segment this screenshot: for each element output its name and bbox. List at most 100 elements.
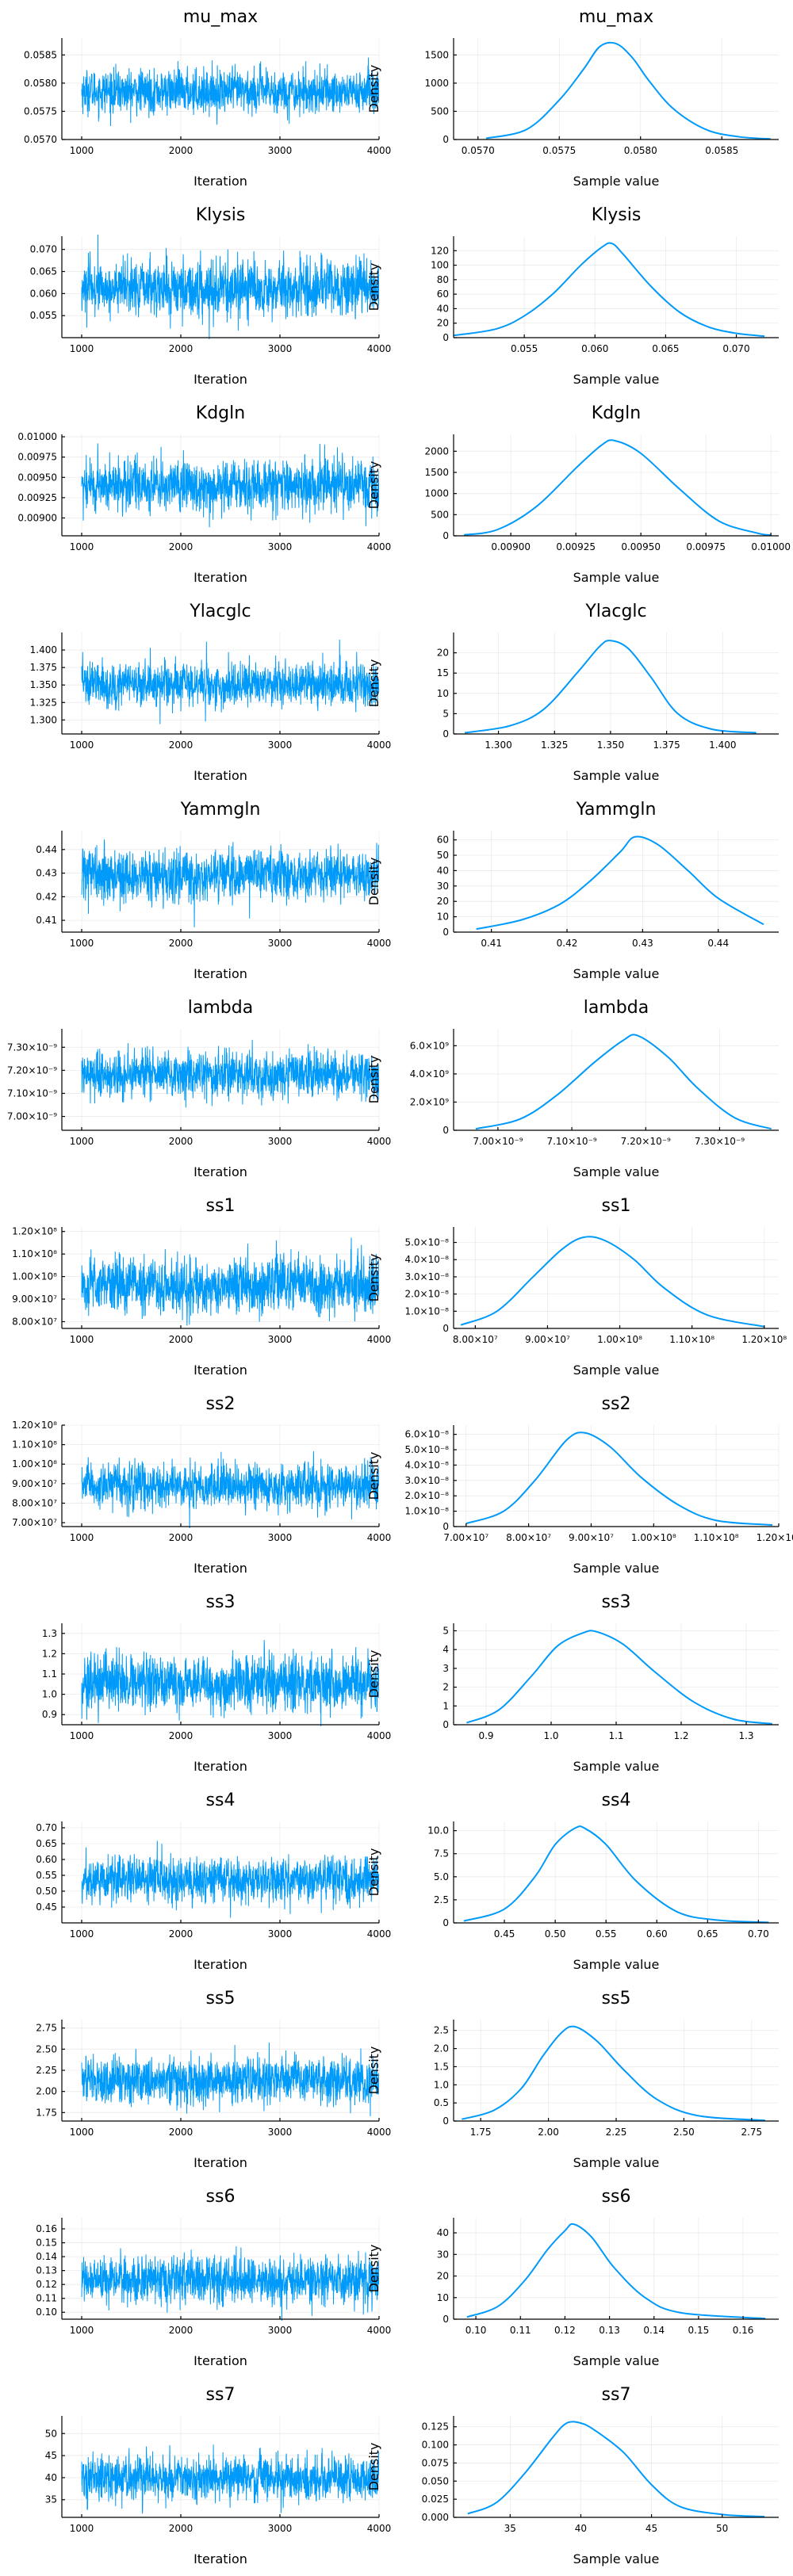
x-tick-label: 0.45	[494, 1928, 515, 1940]
x-tick-label: 0.055	[511, 343, 538, 354]
y-tick-label: 6.0×10⁹	[410, 1040, 449, 1051]
x-tick-label: 2.25	[606, 2127, 627, 2138]
x-axis-label: Sample value	[573, 2353, 660, 2368]
density-panel-ss6: ss6 0.10 0.11 0.12 0.13 0.14 0.15 0.16 0 10 20 30 40…	[366, 2187, 779, 2368]
chart-title: ss3	[206, 1592, 236, 1612]
x-tick-label: 3000	[268, 541, 293, 552]
y-tick-label: 0.13	[36, 2265, 57, 2276]
y-tick-label: 0.070	[30, 244, 57, 255]
x-axis-label: Sample value	[573, 1561, 660, 1576]
density-panel-Ylacglc: Ylacglc 1.300 1.325 1.350 1.375 1.400 0 5 10 15 20…	[366, 602, 779, 783]
y-tick-label: 2.0	[434, 2043, 449, 2054]
chart-title: Yammgln	[576, 800, 657, 820]
chart-title: ss2	[206, 1394, 236, 1414]
x-axis-label: Iteration	[193, 1363, 247, 1378]
x-tick-label: 1.10×10⁸	[669, 1334, 714, 1345]
y-axis-label: Density	[366, 659, 381, 708]
y-tick-label: 0.41	[36, 915, 57, 926]
y-tick-label: 0.15	[36, 2238, 57, 2249]
x-tick-label: 0.60	[646, 1928, 668, 1940]
x-tick-label: 1000	[70, 1136, 94, 1147]
x-tick-label: 1.20×10⁸	[757, 1532, 793, 1543]
x-tick-label: 1000	[70, 1730, 94, 1741]
density-panel-Klysis: Klysis 0.055 0.060 0.065 0.070 0 20 40 60 80 100 12…	[366, 205, 779, 387]
density-line	[467, 2421, 765, 2518]
x-tick-label: 0.65	[697, 1928, 718, 1940]
chart-title: Kdgln	[592, 403, 641, 423]
y-tick-label: 0.11	[36, 2293, 57, 2304]
trace-line	[81, 639, 379, 724]
x-tick-label: 7.00×10⁷	[443, 1532, 488, 1543]
y-tick-label: 0.65	[36, 1838, 57, 1849]
x-tick-label: 1.75	[470, 2127, 492, 2138]
y-tick-label: 30	[437, 881, 449, 892]
y-tick-label: 0.5	[434, 2097, 449, 2108]
x-tick-label: 2.50	[673, 2127, 695, 2138]
y-tick-label: 0.01000	[17, 431, 57, 442]
y-tick-label: 8.00×10⁷	[12, 1316, 57, 1327]
x-tick-label: 3000	[268, 1730, 293, 1741]
chart-title: ss7	[602, 2385, 631, 2405]
chart-title: ss6	[206, 2187, 236, 2207]
y-tick-label: 1.2	[42, 1648, 57, 1659]
y-tick-label: 2.50	[36, 2043, 57, 2054]
y-tick-label: 500	[431, 105, 449, 117]
y-tick-label: 4.0×10⁻⁸	[404, 1459, 449, 1470]
y-tick-label: 0.060	[30, 288, 57, 299]
trace-panel-ss7: ss7 1000 2000 3000 4000 35 40 45 50 Iteration	[45, 2385, 392, 2566]
x-tick-label: 4000	[367, 145, 392, 156]
x-tick-label: 0.0570	[462, 145, 495, 156]
y-tick-label: 0.44	[36, 844, 57, 855]
y-tick-label: 1.00×10⁸	[12, 1458, 57, 1470]
y-tick-label: 20	[437, 2271, 449, 2282]
x-tick-label: 2000	[169, 740, 193, 751]
x-tick-label: 0.10	[465, 2325, 487, 2336]
y-tick-label: 1.75	[36, 2107, 57, 2118]
trace-panel-lambda: lambda 1000 2000 3000 4000 7.00×10⁻⁹ 7.10×10⁻⁹…	[7, 998, 391, 1179]
density-line	[475, 1034, 772, 1130]
y-tick-label: 1500	[424, 467, 449, 478]
y-tick-label: 30	[437, 2249, 449, 2260]
x-tick-label: 7.10×10⁻⁹	[546, 1136, 596, 1147]
y-tick-label: 3	[442, 1663, 449, 1674]
y-axis-label: Density	[366, 2245, 381, 2293]
trace-line	[81, 2245, 379, 2321]
x-tick-label: 1000	[70, 2325, 94, 2336]
x-tick-label: 0.50	[545, 1928, 566, 1940]
y-tick-label: 4.0×10⁹	[410, 1068, 449, 1080]
x-tick-label: 0.065	[652, 343, 679, 354]
y-tick-label: 1.0	[42, 1689, 57, 1700]
y-tick-label: 20	[437, 896, 449, 907]
x-tick-label: 3000	[268, 1334, 293, 1345]
x-tick-label: 2000	[169, 2523, 193, 2534]
chart-title: ss4	[206, 1791, 236, 1810]
density-panel-ss4: ss4 0.45 0.50 0.55 0.60 0.65 0.70 0 2.5 5.0 7.5 10.…	[366, 1791, 779, 1972]
x-tick-label: 1000	[70, 145, 94, 156]
y-tick-label: 0.055	[30, 310, 57, 321]
trace-line	[81, 1640, 379, 1726]
x-tick-label: 1000	[70, 1334, 94, 1345]
x-tick-label: 0.44	[707, 938, 729, 949]
y-tick-label: 1.10×10⁸	[12, 1248, 57, 1259]
x-tick-label: 0.43	[632, 938, 653, 949]
trace-line	[81, 1840, 379, 1918]
y-tick-label: 15	[437, 667, 449, 678]
density-line	[476, 835, 764, 931]
y-tick-label: 1000	[424, 78, 449, 89]
x-tick-label: 1000	[70, 938, 94, 949]
y-tick-label: 5.0	[434, 1871, 449, 1882]
chart-title: Ylacglc	[584, 602, 646, 621]
y-tick-label: 2.0×10⁻⁸	[404, 1490, 449, 1501]
density-panel-ss2: ss2 7.00×10⁷ 8.00×10⁷ 9.00×10⁷ 1.00×10⁸ 1.10×…	[366, 1394, 793, 1576]
y-tick-label: 0	[442, 1323, 449, 1334]
y-tick-label: 0	[442, 530, 449, 541]
y-tick-label: 1	[442, 1700, 449, 1711]
chart-title: lambda	[188, 998, 253, 1018]
y-tick-label: 1.20×10⁸	[12, 1420, 57, 1431]
x-tick-label: 1.0	[543, 1730, 558, 1741]
trace-panel-ss3: ss3 1000 2000 3000 4000 0.9 1.0 1.1 1.2 1.3 Iterat…	[42, 1592, 391, 1774]
y-tick-label: 0.45	[36, 1901, 57, 1913]
y-tick-label: 2.5	[434, 2025, 449, 2036]
x-tick-label: 2.75	[741, 2127, 762, 2138]
x-tick-label: 0.15	[688, 2325, 710, 2336]
